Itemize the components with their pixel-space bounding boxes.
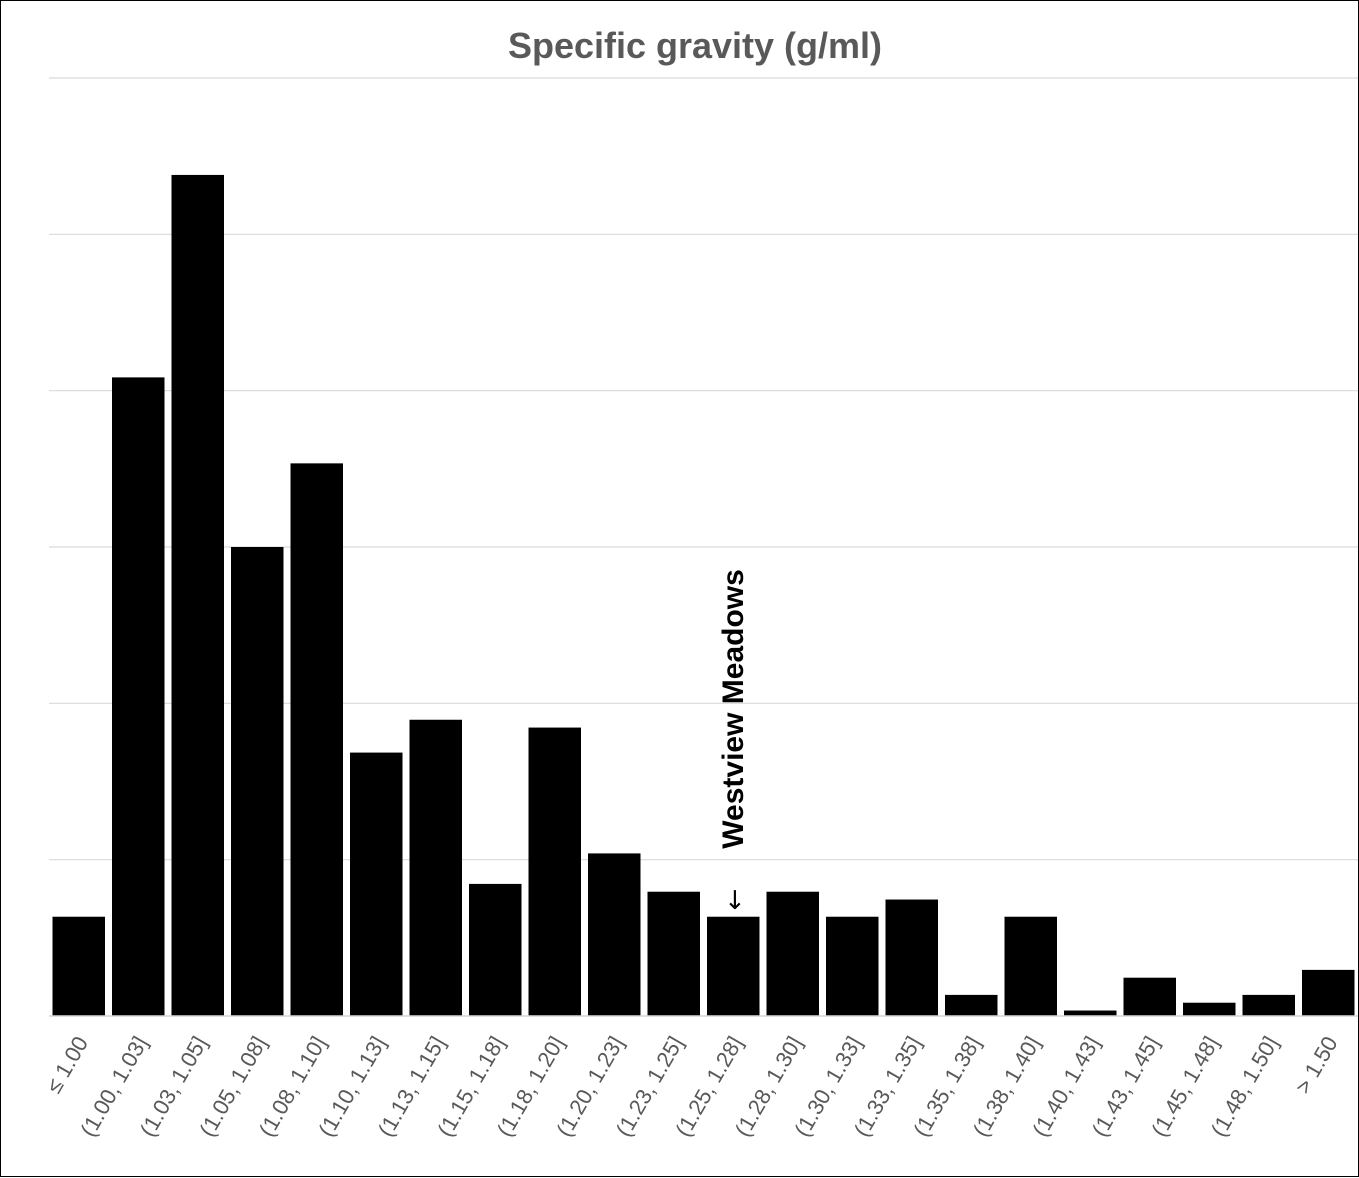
- bar: [707, 916, 760, 1016]
- bar: [231, 547, 284, 1016]
- bar: [1183, 1002, 1236, 1016]
- bar: [588, 853, 641, 1016]
- annotation-arrow-icon: ←: [720, 889, 750, 911]
- bar: [1302, 969, 1355, 1016]
- bar: [290, 463, 343, 1016]
- bar: [1242, 994, 1295, 1016]
- x-tick-labels: ≤ 1.00(1.00, 1.03](1.03, 1.05](1.05, 1.0…: [41, 1032, 1343, 1141]
- bars: [52, 174, 1355, 1016]
- chart-title: Specific gravity (g/ml): [508, 25, 882, 66]
- bar: [112, 377, 165, 1016]
- annotation: ← Westview Meadows: [717, 569, 750, 910]
- bar: [1004, 916, 1057, 1016]
- bar: [1123, 977, 1176, 1016]
- x-tick-label: > 1.50: [1290, 1032, 1343, 1098]
- bar: [171, 174, 224, 1016]
- annotation-label: Westview Meadows: [717, 569, 750, 849]
- bar: [409, 719, 462, 1016]
- bar: [647, 891, 700, 1016]
- bar: [1064, 1010, 1117, 1016]
- bar: [528, 727, 581, 1016]
- bar: [945, 994, 998, 1016]
- bar: [469, 883, 522, 1016]
- bar: [350, 752, 403, 1016]
- bar: [826, 916, 879, 1016]
- x-tick-label: ≤ 1.00: [41, 1032, 93, 1097]
- bar: [52, 916, 105, 1016]
- bar: [766, 891, 819, 1016]
- bar: [885, 899, 938, 1016]
